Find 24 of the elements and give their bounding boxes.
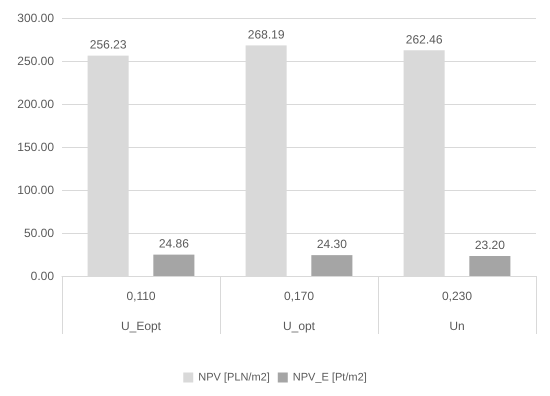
bar: [153, 254, 194, 276]
data-label: 262.46: [406, 32, 443, 46]
y-tick-label: 100.00: [17, 183, 54, 197]
data-label: 268.19: [248, 27, 285, 42]
x-tick-label: 0,110: [126, 289, 156, 303]
bar: [469, 256, 510, 276]
text: U_opt: [282, 319, 316, 333]
y-tick-label: 200.00: [17, 97, 54, 111]
x-tick-label: 0,170: [284, 289, 314, 303]
data-label: 256.23: [90, 38, 127, 52]
data-label: 24.30: [316, 237, 348, 252]
y-tick-label: 0.00: [30, 269, 54, 283]
data-label: 23.20: [474, 238, 506, 252]
y-tick-label: 250.00: [17, 54, 54, 68]
x-tick-label: 0,230: [442, 289, 472, 303]
legend-label: NPV [PLN/m2]: [198, 372, 270, 384]
text: Un: [449, 319, 465, 333]
y-tick-label: 150.00: [17, 140, 54, 154]
y-tick-label: 300.00: [17, 11, 54, 25]
text: U_Eopt: [120, 319, 162, 333]
data-label: 24.86: [158, 236, 190, 251]
y-tick-label: 50.00: [24, 226, 54, 240]
bar: [311, 255, 352, 276]
legend-label: NPV_E [Pt/m2]: [292, 372, 367, 384]
